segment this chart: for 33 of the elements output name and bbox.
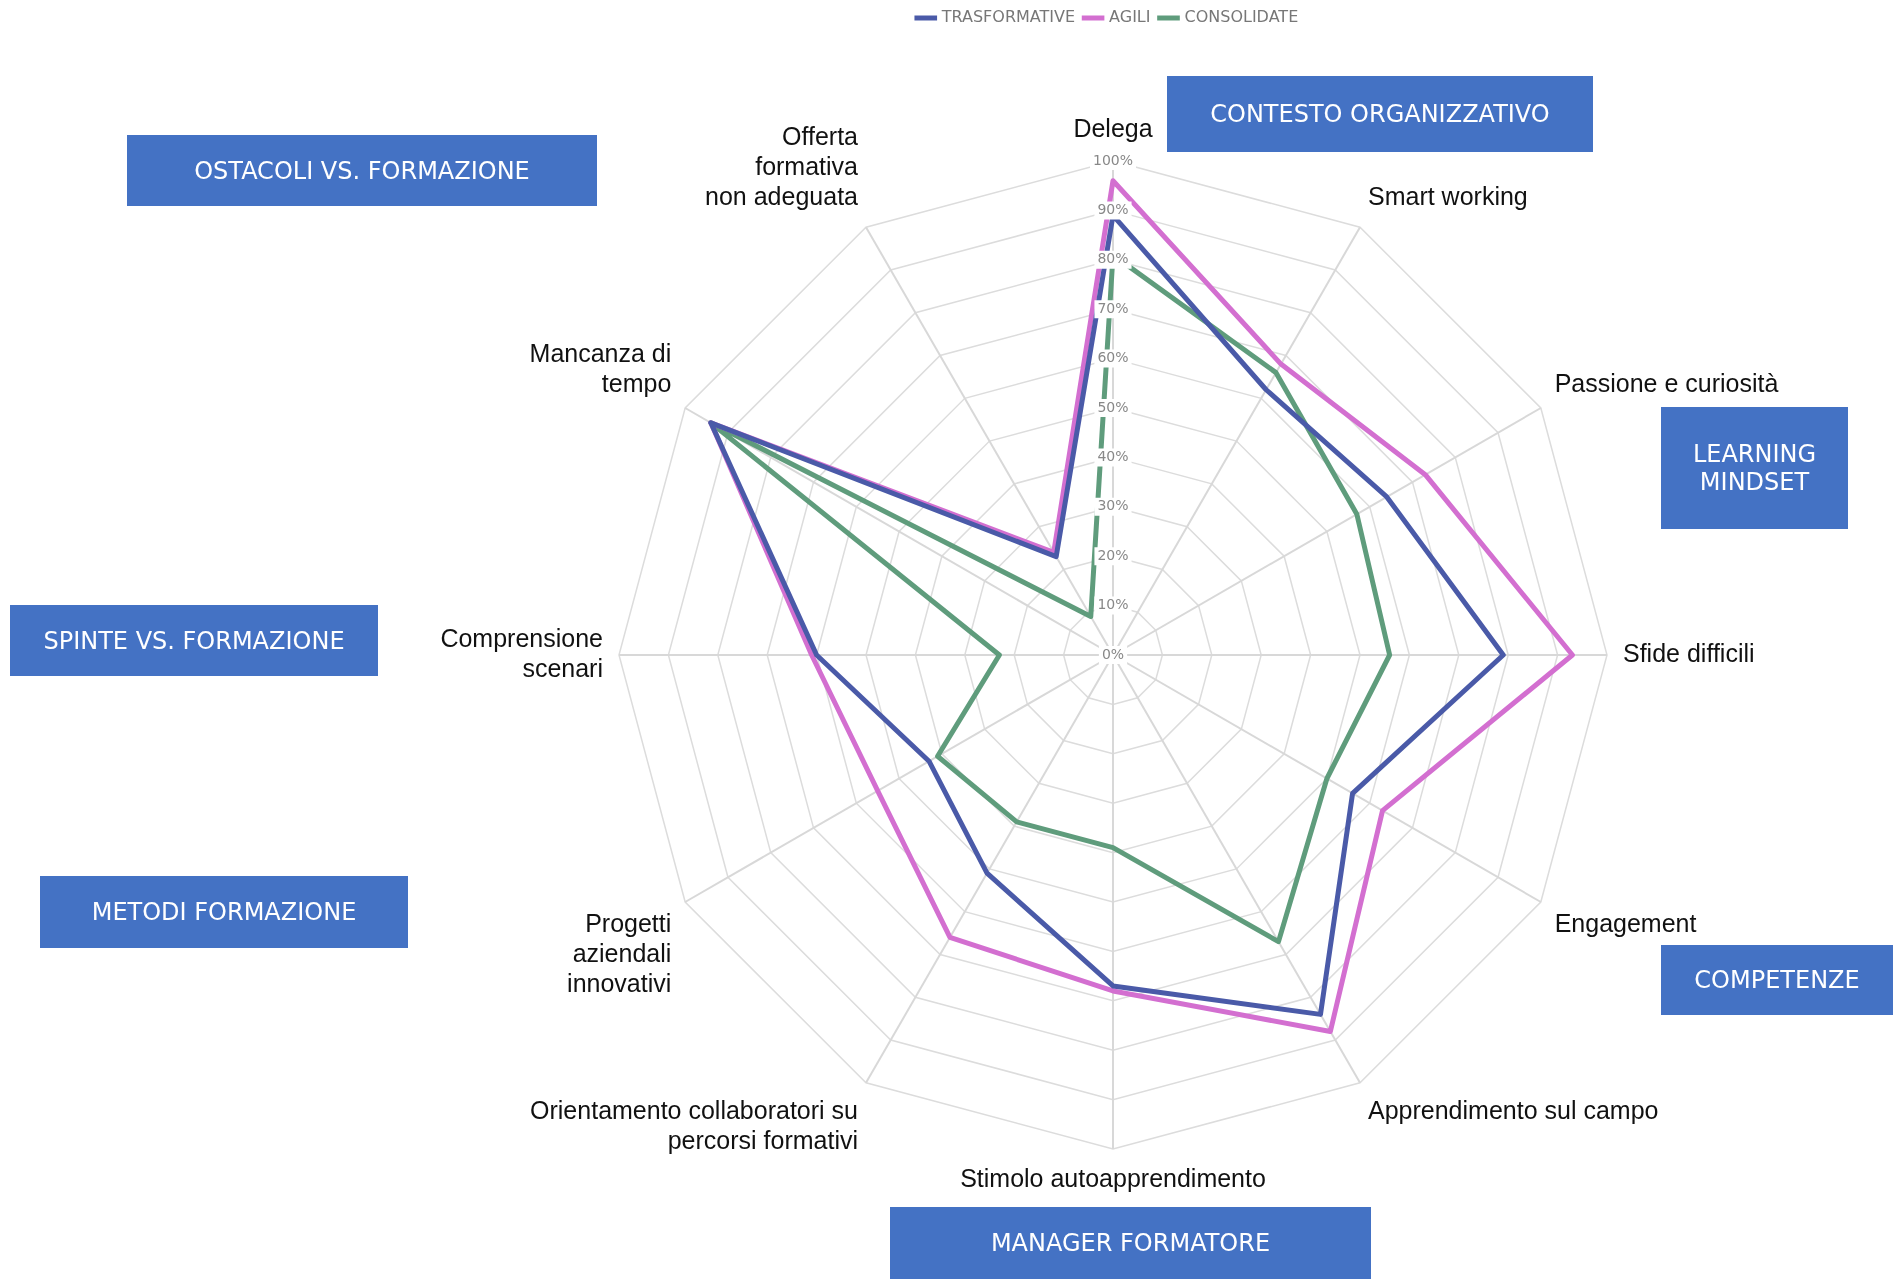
spoke-label: Apprendimento sul campo	[1368, 1095, 1659, 1124]
legend-label: CONSOLIDATE	[1184, 7, 1299, 27]
y-tick-label: 30%	[1097, 497, 1129, 514]
spoke-label: Orientamento collaboratori su percorsi formativi	[530, 1095, 858, 1154]
y-tick-label: 70%	[1097, 299, 1129, 316]
legend-label: AGILI	[1109, 7, 1151, 27]
spoke-label: Comprensione scenari	[440, 623, 603, 682]
y-tick-label: 0%	[1101, 645, 1125, 662]
spoke-label: Offerta formativa non adeguata	[705, 122, 859, 211]
spoke-label: Passione e curiosità	[1554, 368, 1779, 397]
spoke-label: Stimolo autoapprendimento	[960, 1163, 1266, 1192]
spoke-label: Mancanza di tempo	[529, 338, 672, 397]
y-tick-label: 20%	[1097, 546, 1129, 563]
y-tick-label: 100%	[1092, 151, 1134, 168]
spoke-label: Delega	[1073, 113, 1153, 142]
spoke-label: Engagement	[1554, 908, 1697, 937]
y-tick-label: 40%	[1097, 448, 1129, 465]
spoke-label: Smart working	[1368, 182, 1528, 211]
text: OSTACOLI VS. FORMAZIONE	[127, 135, 597, 206]
y-tick-label: 90%	[1097, 201, 1129, 218]
text: SPINTE VS. FORMAZIONE	[10, 605, 378, 676]
y-tick-label: 80%	[1097, 250, 1129, 267]
text: LEARNING MINDSET	[1661, 407, 1848, 529]
y-tick-label: 10%	[1097, 596, 1129, 613]
spoke-label: Sfide difficili	[1623, 638, 1755, 667]
y-tick-label: 50%	[1097, 398, 1129, 415]
text: MANAGER FORMATORE	[890, 1207, 1371, 1279]
spoke-label: Progetti aziendali innovativi	[567, 908, 672, 997]
text: CONTESTO ORGANIZZATIVO	[1167, 76, 1593, 152]
text: METODI FORMAZIONE	[40, 876, 408, 948]
legend-label: TRASFORMATIVE	[940, 7, 1076, 27]
y-tick-label: 60%	[1097, 349, 1129, 366]
text: COMPETENZE	[1661, 945, 1893, 1015]
